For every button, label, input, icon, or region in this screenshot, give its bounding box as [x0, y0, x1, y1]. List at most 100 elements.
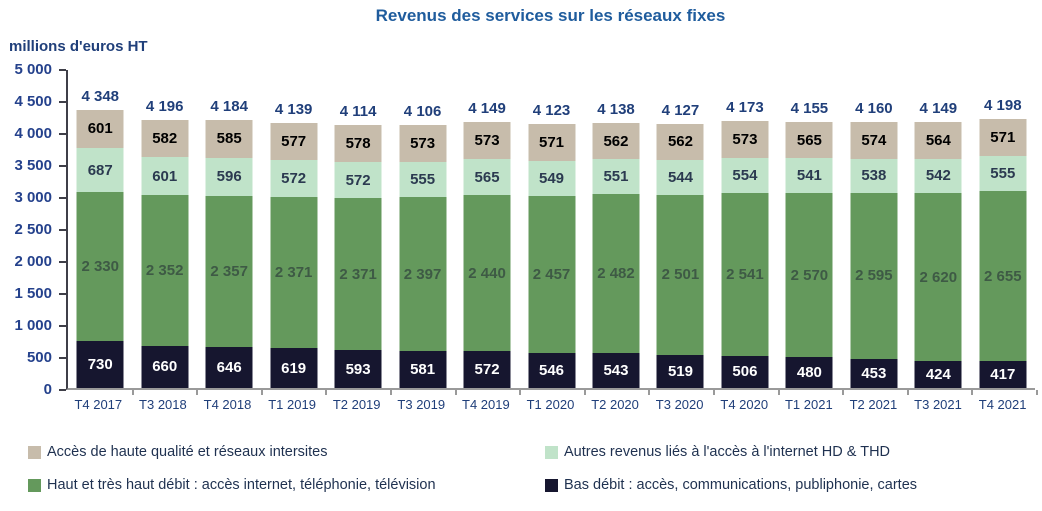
bar-slot: 4 198 417 2 655 555 571	[971, 70, 1035, 388]
stacked-bar: 619 2 371 572 577	[270, 123, 318, 388]
x-tick-mark	[906, 390, 909, 395]
x-tick-mark	[519, 390, 522, 395]
x-tick-label: T1 2019	[268, 397, 316, 412]
bar-segment: 2 595	[850, 192, 898, 360]
stacked-bar: 519 2 501 544 562	[656, 123, 704, 388]
bar-segment: 596	[205, 157, 253, 196]
x-tick-mark	[713, 390, 715, 395]
bar-slot: 4 149 572 2 440 565 573	[455, 70, 519, 388]
y-axis-labels: 5 000 4 500 4 000 3 500 3 000 2 500 2 000 1 500…	[0, 61, 52, 398]
bar-slot: 4 160 453 2 595 538 574	[842, 70, 906, 388]
bar-slot: 4 106 581 2 397 555 573	[390, 70, 454, 388]
bar-segment: 572	[334, 161, 382, 199]
x-tick-label: T1 2020	[526, 397, 575, 412]
bar-total-label: 4 198	[984, 97, 1022, 115]
bar-segment: 619	[270, 348, 318, 388]
stacked-bar: 546 2 457 549 571	[528, 124, 576, 388]
x-tick-mark	[648, 390, 651, 395]
bar-segment: 2 371	[334, 198, 382, 351]
bar-segment: 646	[205, 346, 253, 388]
stacked-bar: 543 2 482 551 562	[592, 123, 640, 388]
x-tick-mark	[1036, 390, 1038, 395]
bar-segment: 585	[205, 120, 253, 158]
stacked-bar: 593 2 371 572 578	[334, 124, 382, 388]
bar-segment: 554	[721, 157, 769, 194]
x-tick-label: T3 2020	[655, 397, 704, 412]
x-tick-label: T1 2021	[784, 397, 833, 412]
chart-title: Revenus des services sur les réseaux fix…	[375, 6, 726, 25]
legend-item: Autres revenus liés à l'accès à l'intern…	[545, 444, 1028, 460]
legend-swatch-bas-debit	[545, 478, 558, 492]
bar-total-label: 4 127	[661, 101, 700, 119]
bar-slot: 4 173 506 2 541 554 573	[713, 70, 777, 388]
bar-segment: 562	[592, 123, 640, 160]
x-tick-mark	[971, 390, 974, 395]
bar-segment: 565	[463, 159, 511, 196]
y-tick-label: 3 000	[14, 189, 52, 206]
bar-segment: 571	[528, 124, 576, 161]
x-tick-label: T3 2019	[397, 397, 446, 412]
y-tick-mark	[59, 293, 66, 295]
bar-segment: 577	[270, 123, 318, 161]
bar-total-label: 4 155	[790, 100, 829, 118]
bar-segment: 506	[721, 355, 769, 388]
bar-segment: 2 397	[399, 197, 447, 351]
stacked-bar: 453 2 595 538 574	[850, 121, 898, 388]
y-tick-label: 0	[43, 381, 52, 398]
x-tick-label: T2 2019	[332, 397, 381, 412]
bar-segment: 573	[463, 122, 511, 160]
x-tick-mark	[325, 390, 328, 395]
x-tick-label: T3 2018	[139, 397, 187, 412]
y-tick-label: 500	[26, 349, 52, 366]
bar-segment: 730	[76, 341, 124, 388]
bar-total-label: 4 149	[468, 100, 506, 118]
bar-segment: 2 440	[463, 195, 511, 352]
bar-segment: 562	[656, 123, 704, 160]
legend-item: Bas débit : accès, communications, publi…	[545, 477, 1028, 493]
x-tick-label: T3 2021	[914, 397, 962, 412]
bar-segment: 519	[656, 354, 704, 388]
bar-slot: 4 138 543 2 482 551 562	[584, 70, 648, 388]
bar-segment: 542	[914, 158, 962, 194]
stacked-bar: 572 2 440 565 573	[463, 122, 511, 388]
legend-swatch-haut-debit	[28, 478, 41, 492]
x-tick-mark	[454, 390, 457, 395]
legend-label: Haut et très haut débit : accès internet…	[47, 477, 436, 493]
bar-total-label: 4 184	[210, 98, 248, 116]
y-tick-label: 5 000	[14, 61, 52, 78]
bar-segment: 573	[721, 120, 769, 158]
x-tick-mark	[842, 390, 845, 395]
bar-slot: 4 149 424 2 620 542 564	[906, 70, 970, 388]
x-tick-label: T4 2020	[720, 397, 769, 412]
x-tick-label: T2 2021	[849, 397, 898, 412]
bar-segment: 571	[979, 119, 1027, 156]
bar-total-label: 4 173	[726, 98, 764, 116]
bar-segment: 424	[914, 360, 962, 388]
bar-segment: 660	[141, 345, 189, 388]
bar-segment: 687	[76, 148, 124, 193]
bar-slot: 4 123 546 2 457 549 571	[519, 70, 583, 388]
bar-segment: 573	[399, 125, 447, 162]
bar-segment: 2 457	[528, 195, 576, 354]
y-tick-mark	[59, 389, 66, 391]
bar-segment: 2 482	[592, 194, 640, 354]
x-tick-label: T2 2020	[591, 397, 639, 412]
y-tick-mark	[59, 325, 66, 327]
bar-total-label: 4 149	[919, 100, 958, 118]
bar-segment: 572	[270, 160, 318, 197]
bar-segment: 2 570	[785, 192, 833, 358]
legend-swatch-acces-haute-qualite	[28, 445, 41, 459]
y-tick-mark	[59, 197, 66, 199]
bar-total-label: 4 123	[532, 102, 571, 120]
stacked-bar: 730 2 330 687 601	[76, 109, 124, 388]
y-axis-title: millions d'euros HT	[9, 38, 148, 55]
bar-segment: 601	[76, 109, 124, 149]
bar-segment: 2 352	[141, 195, 189, 346]
bar-segment: 2 620	[914, 193, 962, 361]
legend-label: Autres revenus liés à l'accès à l'intern…	[564, 444, 891, 460]
x-tick-mark	[777, 390, 780, 395]
y-tick-label: 2 500	[14, 221, 52, 238]
stacked-bar: 646 2 357 596 585	[205, 120, 253, 388]
bar-total-label: 4 138	[597, 101, 635, 119]
bar-slot: 4 139 619 2 371 572 577	[261, 70, 325, 388]
